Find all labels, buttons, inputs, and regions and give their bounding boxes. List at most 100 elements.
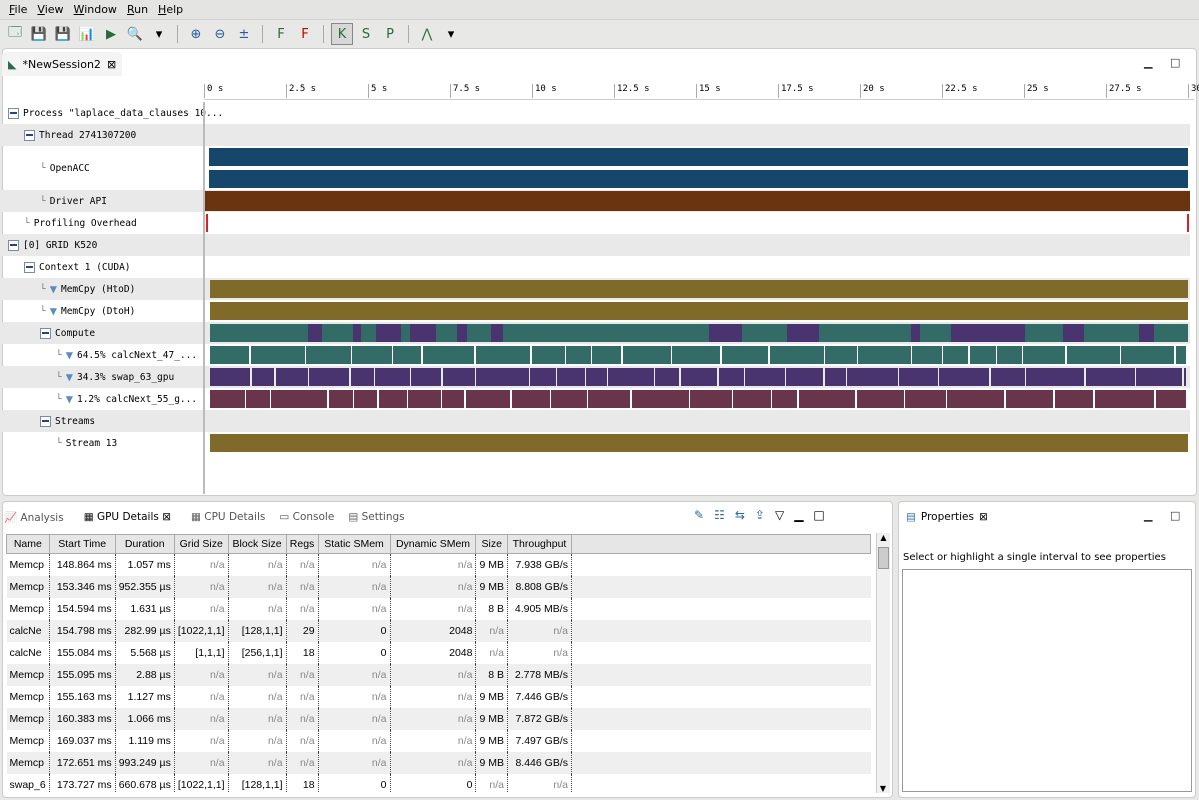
interval-bar[interactable] — [874, 324, 897, 342]
interval-bar[interactable] — [722, 324, 742, 342]
interval-bar[interactable] — [246, 390, 270, 408]
interval-bar[interactable] — [328, 390, 353, 408]
collapse-icon[interactable] — [24, 261, 35, 273]
interval-bar[interactable] — [672, 346, 721, 364]
dropdown-arrow-icon[interactable]: ▾ — [447, 26, 455, 42]
interval-bar[interactable] — [1005, 390, 1054, 408]
interval-bar[interactable] — [393, 346, 422, 364]
interval-bar[interactable] — [251, 368, 275, 386]
interval-bar[interactable] — [1043, 324, 1064, 342]
interval-bar[interactable] — [825, 346, 857, 364]
filter-icon[interactable]: ▼ — [65, 370, 73, 384]
filter-icon[interactable]: ▼ — [65, 392, 73, 406]
interval-bar[interactable] — [353, 324, 361, 342]
interval-bar[interactable] — [491, 324, 503, 342]
column-header[interactable]: Throughput — [507, 534, 572, 554]
table-row[interactable]: Memcp 148.864 ms 1.057 ms n/a n/a n/a n/a n/a 9 … — [6, 553, 871, 576]
interval-bar[interactable] — [234, 324, 251, 342]
interval-bar[interactable] — [555, 324, 574, 342]
interval-bar[interactable] — [352, 346, 392, 364]
interval-bar[interactable] — [1187, 214, 1189, 232]
interval-bar[interactable] — [1139, 324, 1155, 342]
interval-bar[interactable] — [943, 346, 969, 364]
interval-bar[interactable] — [847, 368, 898, 386]
interval-bar[interactable] — [658, 324, 694, 342]
interval-bar[interactable] — [360, 324, 376, 342]
save-icon[interactable]: 💾 — [30, 26, 48, 42]
interval-bar[interactable] — [573, 324, 605, 342]
interval-bar[interactable] — [250, 324, 274, 342]
minimize-icon[interactable]: ▁ — [1144, 509, 1153, 522]
group-icon[interactable]: ☷ — [714, 508, 725, 522]
tab-properties[interactable]: ▤ Properties ⊠ — [902, 505, 992, 529]
interval-bar[interactable] — [442, 368, 475, 386]
interval-bar[interactable] — [375, 324, 386, 342]
table-row[interactable]: Memcp 172.651 ms 993.249 µs n/a n/a n/a n/a n/a… — [6, 751, 871, 774]
collapse-icon[interactable] — [40, 327, 51, 339]
interval-bar[interactable] — [209, 148, 1188, 166]
timeline-row[interactable]: Thread 2741307200 — [0, 124, 1190, 146]
minimize-icon[interactable]: ▁ — [1144, 56, 1153, 69]
search-icon[interactable]: 🔍 — [126, 26, 144, 42]
timeline-row[interactable]: └ Stream 13 — [0, 432, 1190, 454]
interval-bar[interactable] — [1018, 324, 1025, 342]
interval-bar[interactable] — [592, 346, 621, 364]
interval-bar[interactable] — [786, 368, 824, 386]
new-session-icon[interactable]: 🗔 — [7, 25, 23, 40]
timeline-row[interactable]: └ ▼ 34.3% swap_63_gpu — [0, 366, 1190, 388]
save-csv-icon[interactable]: ⇪ — [754, 508, 765, 522]
interval-bar[interactable] — [905, 390, 946, 408]
interval-bar[interactable] — [1083, 324, 1121, 342]
interval-bar[interactable] — [378, 390, 407, 408]
dropdown-arrow-icon[interactable]: ▾ — [155, 26, 163, 42]
menu-run[interactable]: Run — [126, 3, 149, 16]
interval-bar[interactable] — [858, 346, 911, 364]
filter-icon[interactable]: ▼ — [49, 304, 57, 318]
table-row[interactable]: Memcp 160.383 ms 1.066 ms n/a n/a n/a n/a n/a 9 … — [6, 707, 871, 730]
timeline-row[interactable]: Compute — [0, 322, 1190, 344]
timeline-row[interactable]: Streams — [0, 410, 1190, 432]
interval-bar[interactable] — [767, 324, 788, 342]
interval-bar[interactable] — [551, 390, 587, 408]
interval-bar[interactable] — [1175, 346, 1187, 364]
collapse-icon[interactable] — [40, 415, 51, 427]
interval-bar[interactable] — [911, 324, 920, 342]
interval-bar[interactable] — [422, 346, 475, 364]
interval-bar[interactable] — [999, 324, 1019, 342]
zoom-fit-icon[interactable]: ± — [238, 26, 250, 42]
interval-bar[interactable] — [693, 324, 709, 342]
collapse-icon[interactable] — [24, 129, 35, 141]
interval-bar[interactable] — [1026, 368, 1085, 386]
interval-bar[interactable] — [947, 390, 1005, 408]
interval-bar[interactable] — [273, 324, 308, 342]
menu-help[interactable]: Help — [158, 3, 184, 16]
run-icon[interactable]: ▶ — [106, 26, 116, 42]
interval-bar[interactable] — [622, 346, 671, 364]
interval-bar[interactable] — [408, 390, 441, 408]
interval-bar[interactable] — [990, 368, 1025, 386]
interval-bar[interactable] — [566, 346, 591, 364]
table-row[interactable]: Memcp 155.095 ms 2.88 µs n/a n/a n/a n/a n/a 8 B… — [6, 663, 871, 686]
interval-bar[interactable] — [631, 390, 689, 408]
menu-window[interactable]: Window — [73, 3, 117, 16]
interval-bar[interactable] — [769, 346, 824, 364]
interval-bar[interactable] — [210, 302, 1188, 320]
timeline-row[interactable]: └ ▼ 1.2% calcNext_55_g... — [0, 388, 1190, 410]
maximize-icon[interactable]: □ — [813, 508, 825, 522]
column-header[interactable]: Grid Size — [173, 534, 229, 554]
interval-bar[interactable] — [896, 324, 912, 342]
timeline-row[interactable]: └ Driver API — [0, 190, 1190, 212]
interval-bar[interactable] — [210, 324, 235, 342]
interval-bar[interactable] — [841, 324, 875, 342]
interval-bar[interactable] — [690, 390, 732, 408]
interval-bar[interactable] — [623, 324, 659, 342]
interval-bar[interactable] — [741, 324, 757, 342]
maximize-icon[interactable]: □ — [1170, 509, 1181, 522]
tab-console[interactable]: ▭ Console — [279, 511, 334, 523]
stream-icon[interactable]: S — [361, 26, 371, 42]
table-row[interactable]: swap_6 173.727 ms 660.678 µs [1022,1,1] [128… — [6, 773, 871, 792]
interval-bar[interactable] — [321, 324, 354, 342]
interval-bar[interactable] — [307, 324, 322, 342]
menu-view[interactable]: View — [37, 3, 64, 16]
interval-bar[interactable] — [210, 280, 1188, 298]
